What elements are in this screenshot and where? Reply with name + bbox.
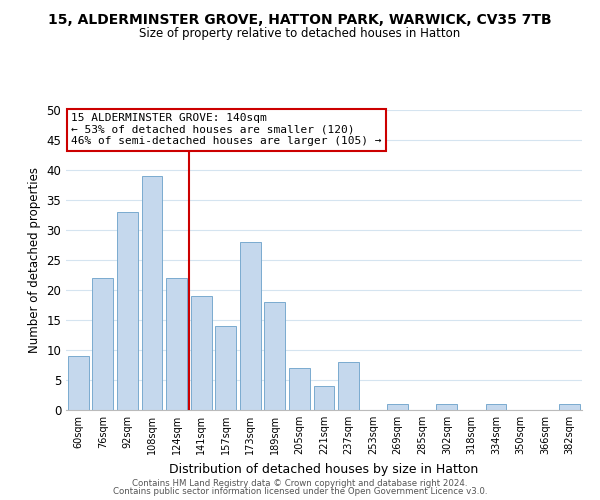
- Text: Size of property relative to detached houses in Hatton: Size of property relative to detached ho…: [139, 28, 461, 40]
- Bar: [117, 212, 138, 410]
- Bar: [215, 326, 236, 410]
- Bar: [166, 278, 187, 410]
- Bar: [436, 404, 457, 410]
- Bar: [142, 176, 163, 410]
- Bar: [387, 404, 408, 410]
- Text: Contains HM Land Registry data © Crown copyright and database right 2024.: Contains HM Land Registry data © Crown c…: [132, 478, 468, 488]
- Text: Contains public sector information licensed under the Open Government Licence v3: Contains public sector information licen…: [113, 487, 487, 496]
- Bar: [265, 302, 286, 410]
- Bar: [559, 404, 580, 410]
- Bar: [314, 386, 334, 410]
- Bar: [191, 296, 212, 410]
- Bar: [240, 242, 261, 410]
- Y-axis label: Number of detached properties: Number of detached properties: [28, 167, 41, 353]
- Bar: [338, 362, 359, 410]
- Text: 15 ALDERMINSTER GROVE: 140sqm
← 53% of detached houses are smaller (120)
46% of : 15 ALDERMINSTER GROVE: 140sqm ← 53% of d…: [71, 113, 382, 146]
- X-axis label: Distribution of detached houses by size in Hatton: Distribution of detached houses by size …: [169, 462, 479, 475]
- Bar: [289, 368, 310, 410]
- Bar: [92, 278, 113, 410]
- Bar: [68, 356, 89, 410]
- Text: 15, ALDERMINSTER GROVE, HATTON PARK, WARWICK, CV35 7TB: 15, ALDERMINSTER GROVE, HATTON PARK, WAR…: [48, 12, 552, 26]
- Bar: [485, 404, 506, 410]
